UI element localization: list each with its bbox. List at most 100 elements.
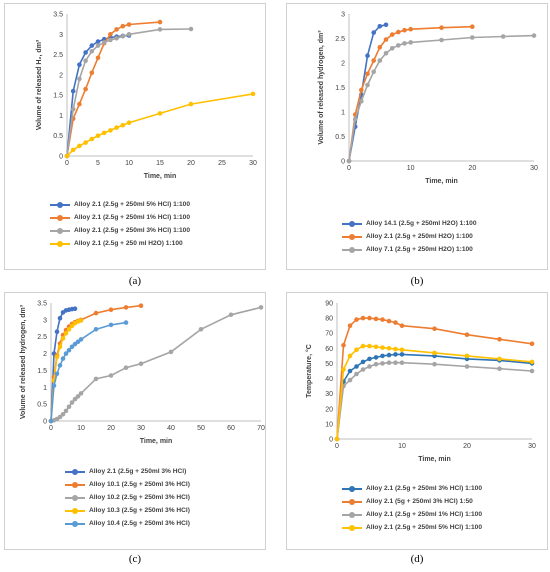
chart-d-series-3-point: [497, 366, 502, 371]
chart-b-series-2-point: [389, 32, 395, 37]
chart-c-series-3: [48, 305, 264, 424]
chart-b-legend-swatch: [342, 220, 362, 228]
chart-d-y-axis-title: Temperature, °C: [305, 344, 313, 398]
chart-a-y-axis-title: Volume of released H₂, dm³: [36, 39, 43, 130]
chart-b-series-2-line: [348, 25, 473, 162]
chart-a-series-2-line: [66, 21, 161, 157]
chart-a-series-4-point: [188, 101, 194, 107]
chart-b-series-3-point: [531, 33, 537, 38]
chart-b-series-3-point: [383, 50, 389, 56]
chart-a-legend-entry: Alloy 2.1 (2.5g + 250ml 1% HCl) 1:100: [50, 211, 190, 224]
chart-d-series-2-point: [360, 315, 366, 321]
chart-d-series-1-point: [373, 355, 379, 360]
chart-d-series-2-point: [393, 320, 398, 325]
chart-d-series-2-point: [367, 315, 372, 321]
chart-d-series-4-point: [347, 353, 353, 359]
chart-c-series-1-point: [54, 329, 60, 334]
chart-a-series-4-point: [70, 147, 76, 153]
chart-c-series-5-point: [48, 418, 54, 424]
chart-d-series-1-point: [393, 352, 398, 357]
chart-d-legend-label: Alloy 2.1 (2.5g + 250ml 3% HCl) 1:100: [366, 485, 482, 492]
chart-d-series-4-point: [367, 343, 372, 349]
chart-d-series-3-point: [360, 367, 366, 372]
chart-d-series-2-line: [336, 317, 533, 440]
chart-b-legend-entry: Alloy 2.1 (2.5g + 250ml H2O) 1:100: [342, 230, 477, 243]
chart-a-series-4-point: [77, 143, 82, 149]
chart-a-series-2-point: [77, 101, 82, 107]
chart-d-series-4-point: [386, 346, 392, 351]
chart-b-x-tick-label: 0: [347, 165, 351, 172]
chart-b-legend-entry: Alloy 14.1 (2.5g + 250ml H2O) 1:100: [342, 217, 477, 230]
chart-c-series-4-point: [66, 327, 72, 332]
chart-c-y-tick-label: 0.5: [37, 402, 47, 409]
chart-d-series-3-point: [354, 371, 359, 377]
chart-d-series-2-point: [354, 317, 359, 322]
chart-b-series-3-point: [377, 58, 383, 63]
chart-a-series-4-point: [95, 133, 101, 138]
chart-a-series-4-point: [83, 140, 88, 145]
chart-b-y-tick-label: 0.5: [335, 134, 345, 141]
chart-c-y-tick-label: 2: [43, 351, 47, 358]
chart-c-series-3-point: [198, 327, 204, 332]
chart-d-series-3-point: [432, 361, 437, 367]
chart-d-caption: (d): [410, 553, 424, 565]
chart-c-series-3-point: [75, 394, 81, 399]
chart-a-series-4-point: [157, 111, 163, 116]
chart-b-series-2-point: [396, 29, 401, 35]
chart-a-series-1-point: [83, 50, 88, 55]
chart-panel-c: 0 0.5 1 1.5 2 2.5 3 3.5 0 10 20 30 40 50 60 70 Time, min…: [4, 292, 266, 550]
chart-d-legend-entry: Alloy 2.1 (2.5g + 250ml 5% HCl) 1:100: [342, 521, 482, 534]
chart-a-series-3-point: [77, 76, 82, 82]
chart-a-x-tick-label: 10: [125, 160, 133, 167]
chart-a-series-3-point: [70, 107, 76, 112]
chart-c-x-tick-label: 40: [167, 425, 175, 432]
chart-b-series-3-point: [500, 34, 506, 39]
chart-c-series-5-point: [123, 320, 129, 325]
chart-a-y-tick-label: 1: [59, 113, 63, 120]
chart-a-series-2-point: [89, 70, 95, 76]
chart-a-series-2-point: [95, 55, 101, 61]
chart-b-x-axis-title: Time, min: [425, 178, 458, 185]
chart-c-series-5-point: [51, 383, 57, 388]
chart-d-series-3: [334, 360, 535, 442]
chart-d-y-tick-label: 60: [325, 346, 333, 353]
chart-b-series-2-point: [371, 58, 376, 63]
chart-c-series-2-point: [93, 310, 99, 316]
chart-b-series-2-point: [439, 25, 444, 31]
chart-b-series-2-point: [408, 26, 413, 32]
chart-c-legend-swatch: [65, 494, 85, 502]
chart-a-y-tick-label: 2.5: [53, 52, 63, 59]
chart-d-series-4-point: [497, 356, 502, 362]
chart-c-series-5-point: [78, 337, 84, 342]
chart-c-legend-label: Alloy 10.3 (2.5g + 250ml 3% HCl): [89, 507, 190, 514]
chart-a-series-3-line: [66, 28, 192, 157]
chart-d-legend-label: Alloy 2.1 (2.5g + 250ml 1% HCl) 1:100: [366, 511, 482, 518]
chart-b-series-2-point: [470, 24, 475, 30]
chart-a-series-3-point: [120, 34, 126, 39]
chart-d-series-4: [334, 343, 535, 442]
chart-c-series-4-point: [69, 323, 75, 329]
chart-d-series-3-point: [347, 377, 353, 383]
chart-d-series-3-point: [464, 364, 470, 369]
chart-a-x-tick-label: 15: [156, 160, 164, 167]
chart-c-series-3-point: [123, 365, 129, 370]
chart-a-series-3-point: [83, 58, 88, 63]
chart-c-x-tick-label: 30: [137, 425, 145, 432]
chart-c-x-tick-label: 70: [257, 425, 265, 432]
chart-b-series-3: [346, 33, 537, 164]
chart-b-y-tick-label: 3: [341, 12, 345, 19]
chart-d-x-tick-label: 20: [463, 443, 471, 450]
chart-b-legend-swatch: [342, 233, 362, 241]
chart-b-legend-label: Alloy 2.1 (2.5g + 250ml H2O) 1:100: [366, 233, 473, 240]
chart-c-series-3-line: [50, 306, 262, 422]
chart-panel-d: 0 10 20 30 40 50 60 70 80 90 0 10 20 30 Time, min Tempe…: [286, 292, 548, 550]
chart-d-x-tick-label: 30: [528, 443, 536, 450]
chart-a-series-4-point: [89, 136, 95, 142]
chart-a-series-1-point: [89, 43, 95, 48]
chart-d-legend-entry: Alloy 2.1 (5g + 250ml 3% HCl) 1:50: [342, 495, 482, 508]
chart-a-x-tick-label: 20: [187, 160, 195, 167]
chart-d-series-3-point: [367, 364, 372, 369]
chart-c: 0 0.5 1 1.5 2 2.5 3 3.5 0 10 20 30 40 50 60 70 Time, min…: [20, 301, 265, 446]
chart-b-series-3-point: [402, 41, 407, 46]
